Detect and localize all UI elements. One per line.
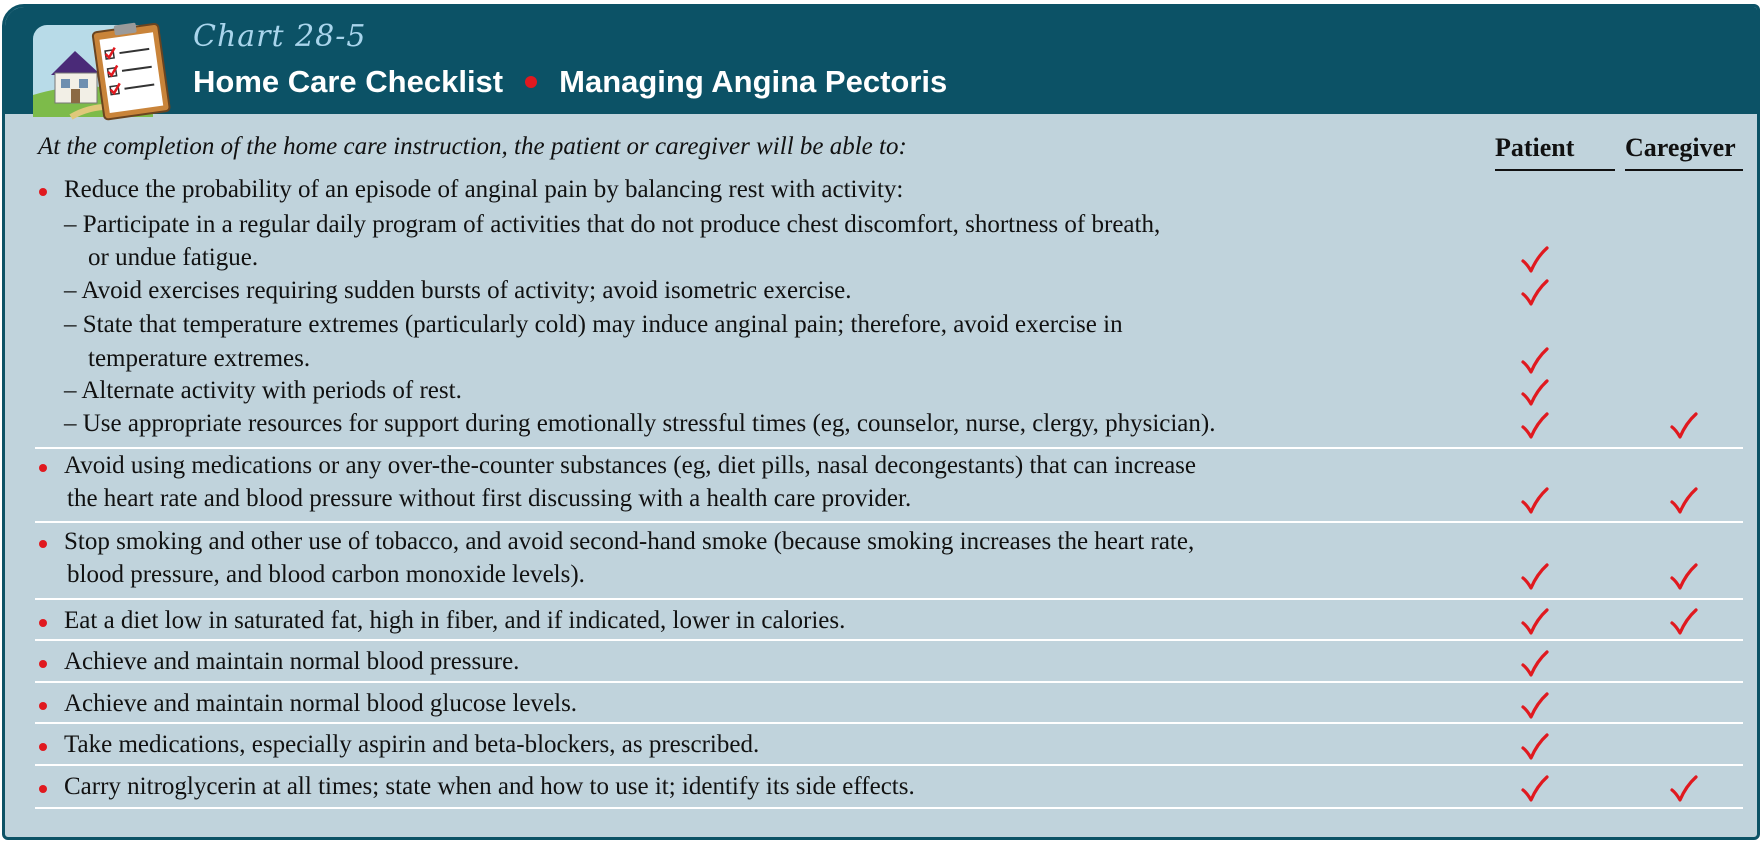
title-separator-dot (525, 76, 538, 88)
title-topic: Managing Angina Pectoris (559, 64, 948, 99)
patient-check-icon (1519, 774, 1549, 804)
bullet-dot (39, 785, 47, 793)
row-divider (35, 681, 1743, 683)
column-rule-patient (1495, 169, 1615, 171)
row-divider (35, 639, 1743, 641)
list-item-text: Take medications, especially aspirin and… (64, 731, 760, 758)
bullet-dot (39, 464, 47, 472)
row-divider (35, 807, 1743, 809)
chart-title: Home Care Checklist Managing Angina Pect… (193, 62, 947, 102)
row-divider (35, 764, 1743, 766)
bullet-dot (39, 743, 47, 751)
patient-check-icon (1519, 732, 1549, 762)
title-home-care-checklist: Home Care Checklist (193, 64, 504, 99)
list-subitem-text: – Use appropriate resources for support … (64, 410, 1216, 437)
list-item-text: Reduce the probability of an episode of … (64, 176, 904, 203)
list-item-text: Stop smoking and other use of tobacco, a… (64, 528, 1195, 555)
row-divider (35, 598, 1743, 600)
list-subitem-text: – State that temperature extremes (parti… (64, 311, 1123, 338)
patient-check-icon (1519, 245, 1549, 275)
column-rule-caregiver (1625, 169, 1743, 171)
patient-check-icon (1519, 378, 1549, 408)
list-subitem-text: – Alternate activity with periods of res… (64, 377, 462, 404)
patient-check-icon (1519, 607, 1549, 637)
list-subitem-text: or undue fatigue. (88, 244, 259, 271)
caregiver-check-icon (1668, 774, 1698, 804)
chart-number: Chart 28-5 (193, 19, 367, 54)
house-clipboard-logo-icon (31, 17, 181, 127)
bullet-dot (39, 188, 47, 196)
bullet-dot (39, 619, 47, 627)
column-header-patient: Patient (1495, 133, 1575, 162)
bullet-dot (39, 540, 47, 548)
bullet-dot (39, 702, 47, 710)
caregiver-check-icon (1668, 607, 1698, 637)
list-item-text: Eat a diet low in saturated fat, high in… (64, 607, 846, 634)
list-subitem-text: – Participate in a regular daily program… (64, 211, 1161, 238)
row-divider (35, 447, 1743, 449)
row-divider (35, 521, 1743, 523)
list-item-text: blood pressure, and blood carbon monoxid… (67, 561, 585, 588)
patient-check-icon (1519, 691, 1549, 721)
caregiver-check-icon (1668, 411, 1698, 441)
list-item-text: Achieve and maintain normal blood pressu… (64, 648, 520, 675)
checklist-rows: Reduce the probability of an episode of … (5, 7, 1757, 837)
patient-check-icon (1519, 278, 1549, 308)
list-subitem-text: – Avoid exercises requiring sudden burst… (64, 277, 852, 304)
checklist-chart: Chart 28-5 Home Care Checklist Managing … (2, 4, 1760, 840)
caregiver-check-icon (1668, 562, 1698, 592)
patient-check-icon (1519, 562, 1549, 592)
list-item-text: Carry nitroglycerin at all times; state … (64, 773, 915, 800)
bullet-dot (39, 660, 47, 668)
patient-check-icon (1519, 346, 1549, 376)
patient-check-icon (1519, 411, 1549, 441)
list-item-text: Avoid using medications or any over-the-… (64, 452, 1197, 479)
row-divider (35, 722, 1743, 724)
patient-check-icon (1519, 486, 1549, 516)
intro-text: At the completion of the home care instr… (38, 133, 907, 160)
list-item-text: the heart rate and blood pressure withou… (67, 485, 912, 512)
list-subitem-text: temperature extremes. (88, 345, 311, 372)
patient-check-icon (1519, 649, 1549, 679)
chart-header: Chart 28-5 Home Care Checklist Managing … (5, 7, 1757, 121)
column-header-caregiver: Caregiver (1625, 133, 1736, 162)
caregiver-check-icon (1668, 486, 1698, 516)
list-item-text: Achieve and maintain normal blood glucos… (64, 690, 578, 717)
